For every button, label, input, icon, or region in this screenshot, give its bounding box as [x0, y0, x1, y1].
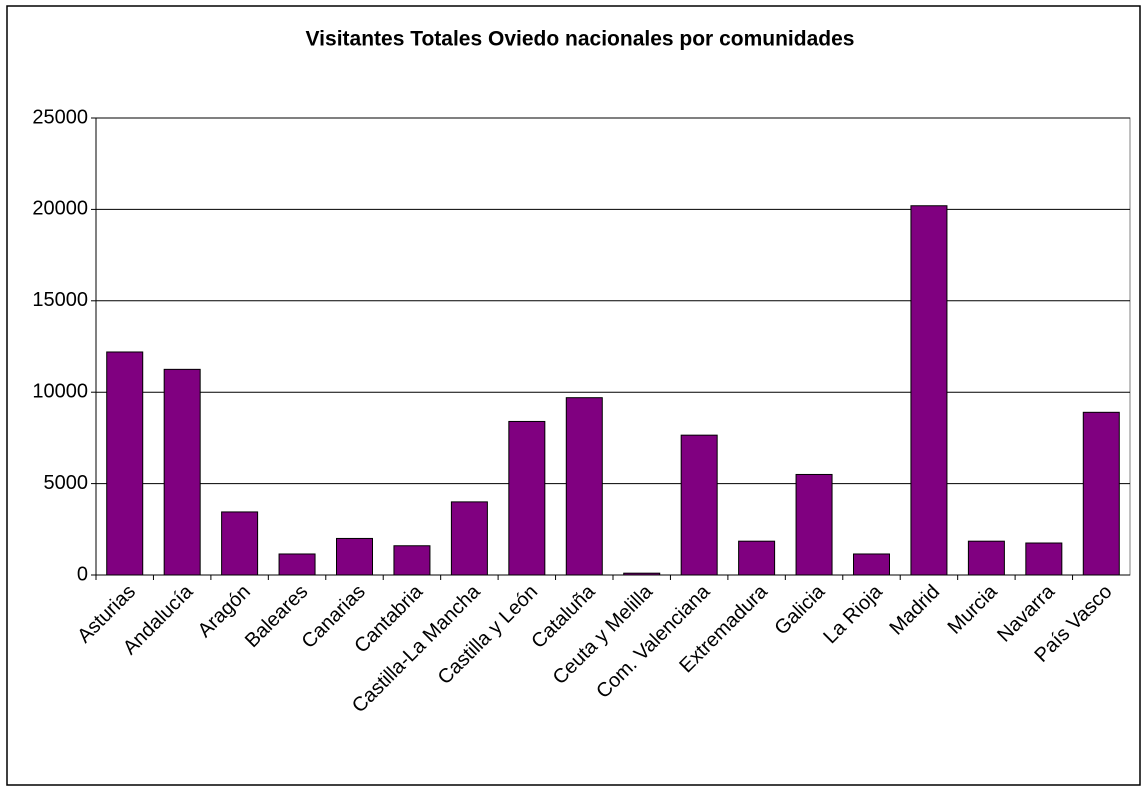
bar — [795, 473, 833, 576]
chart-title: Visitantes Totales Oviedo nacionales por… — [306, 28, 855, 51]
y-tick-label: 15000 — [32, 289, 88, 311]
bar — [910, 205, 948, 576]
bar — [393, 545, 431, 576]
bar — [450, 501, 488, 576]
bar — [336, 537, 373, 576]
bar — [1082, 411, 1120, 576]
y-tick-label: 10000 — [32, 380, 88, 402]
y-tick-label: 0 — [77, 563, 88, 585]
y-tick-label: 25000 — [32, 106, 88, 128]
bar — [738, 540, 776, 576]
y-tick-label: 20000 — [32, 198, 88, 220]
bar — [106, 351, 144, 576]
bar — [278, 553, 316, 576]
bar — [680, 434, 718, 576]
bar — [508, 420, 546, 576]
y-tick-label: 5000 — [44, 472, 89, 494]
bar — [1025, 542, 1063, 576]
bar — [623, 572, 661, 576]
bar — [163, 368, 201, 576]
bar — [853, 553, 890, 576]
bar — [967, 540, 1005, 576]
bar — [221, 511, 259, 576]
bar — [565, 397, 603, 576]
plot-area — [95, 117, 1131, 576]
